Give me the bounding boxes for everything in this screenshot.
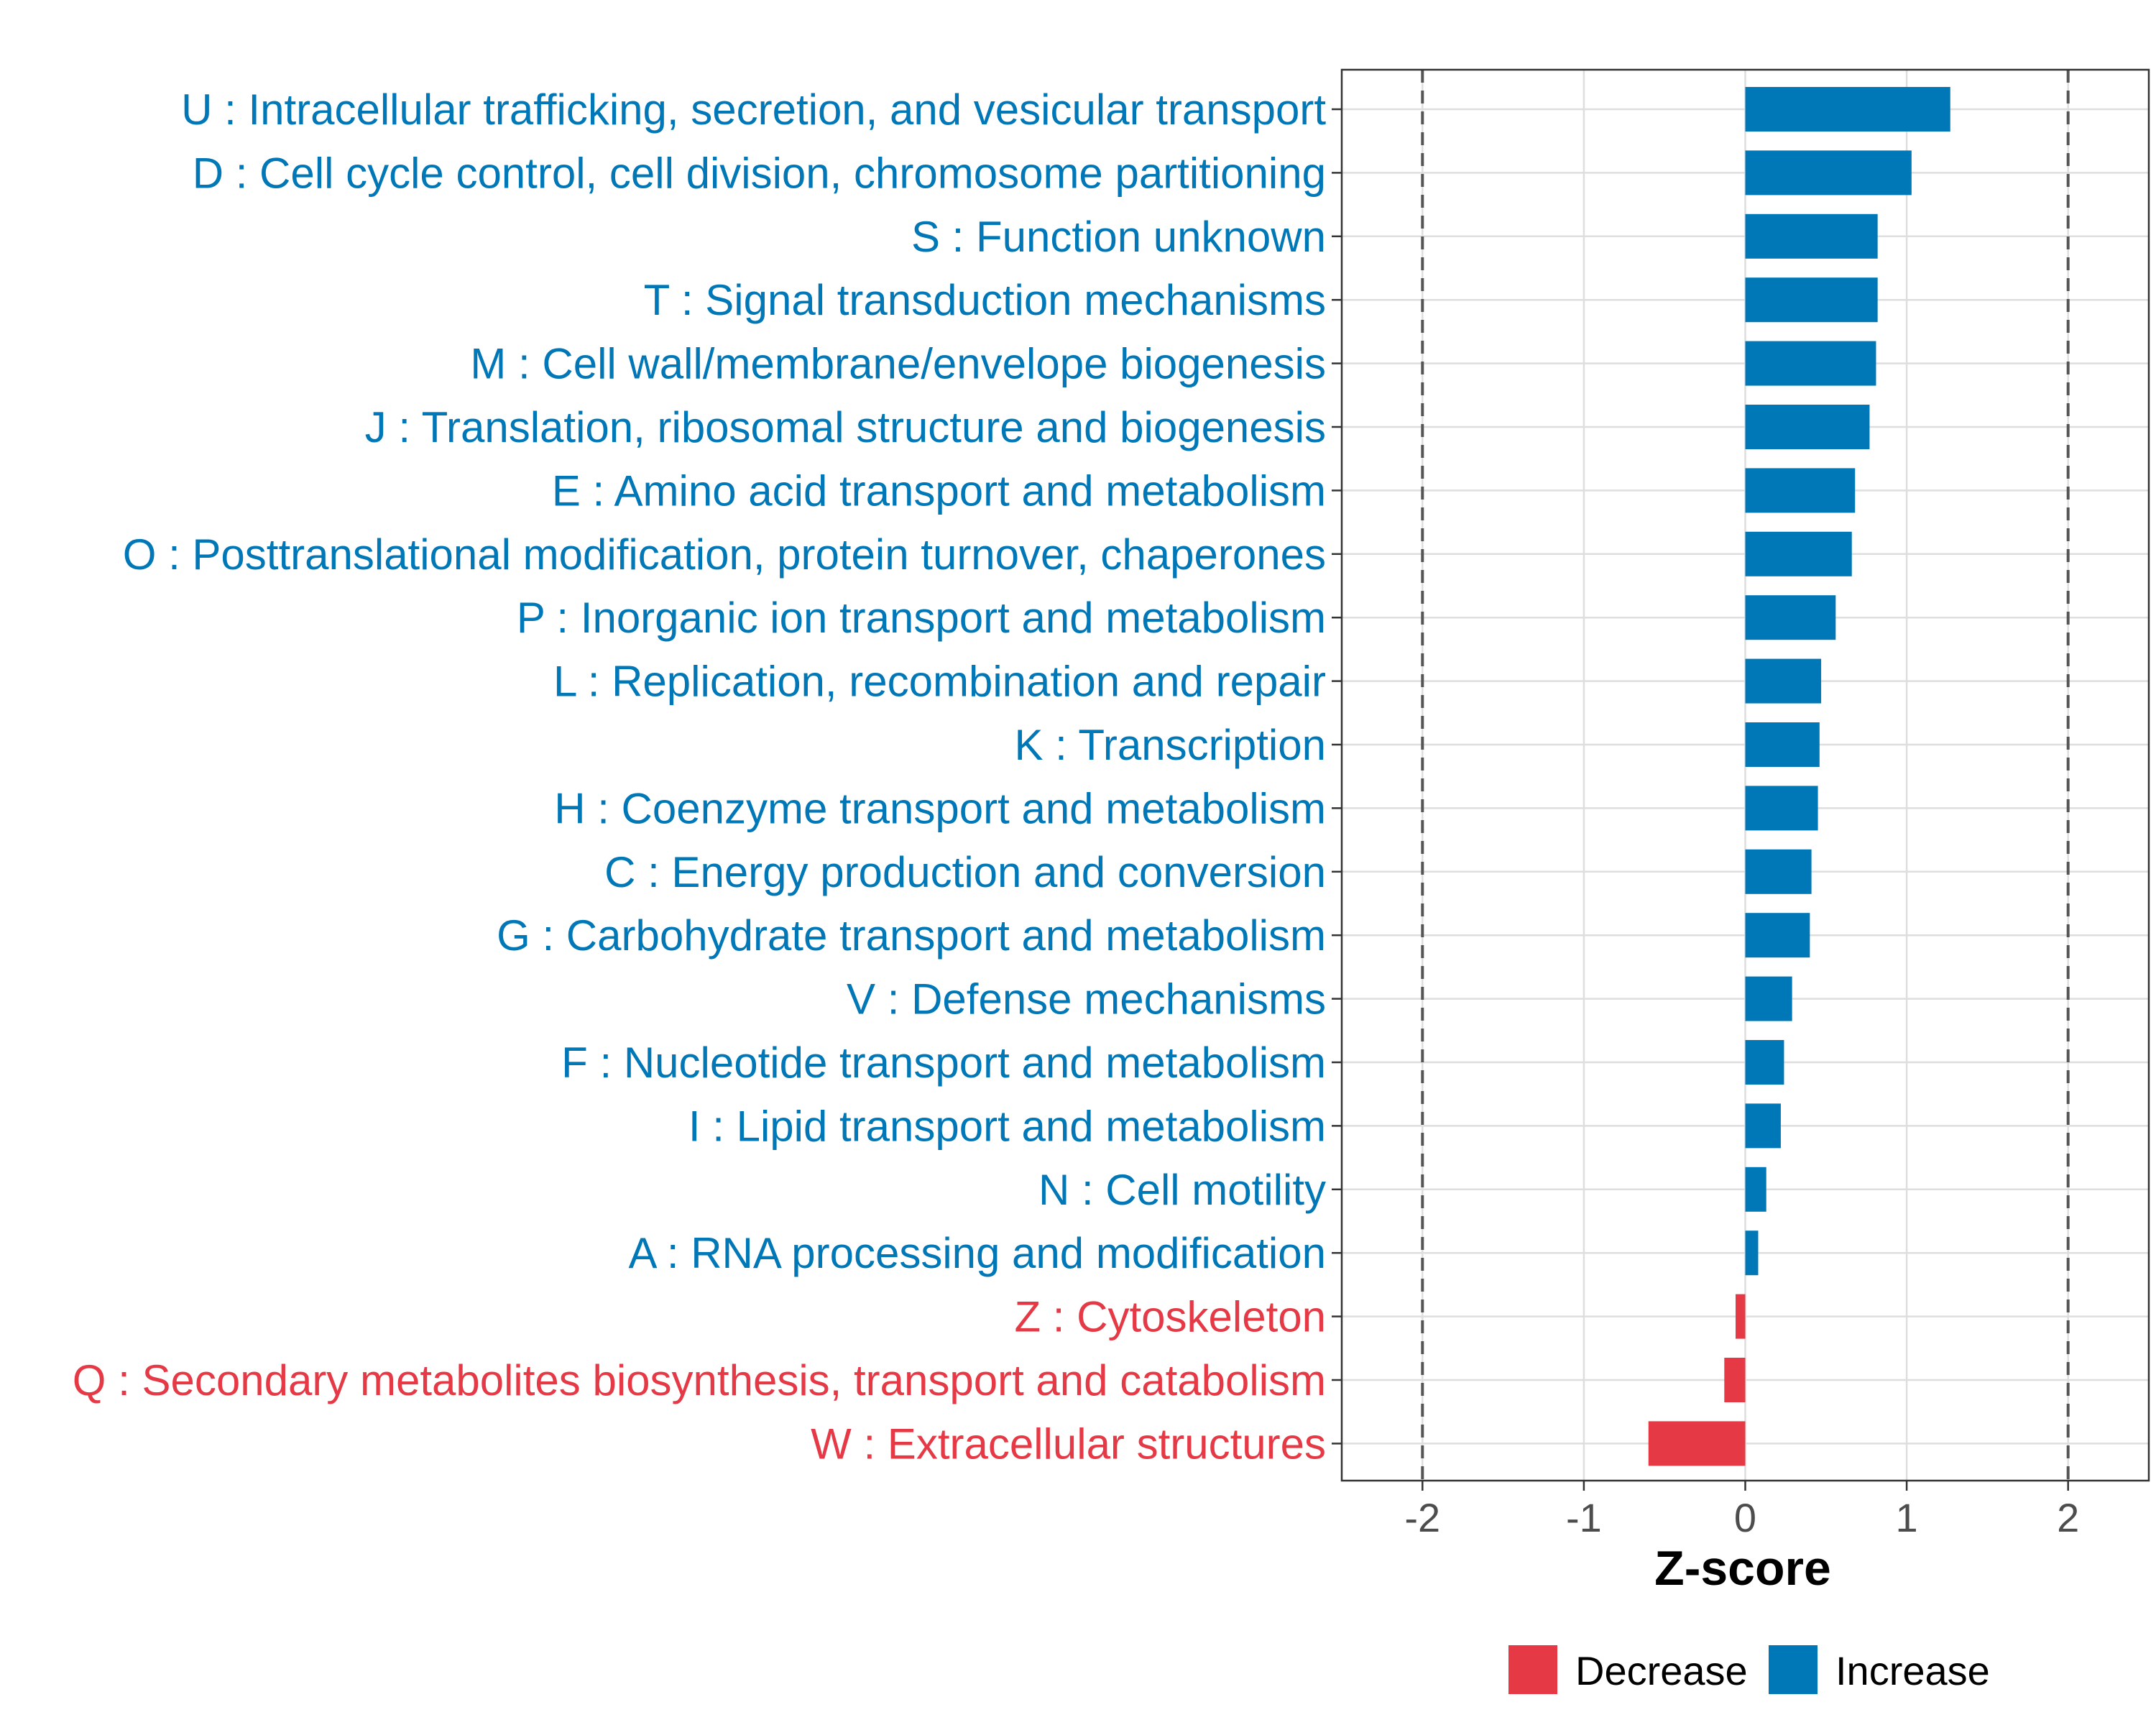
x-tick-label: -1 — [1566, 1495, 1602, 1540]
category-label: M : Cell wall/membrane/envelope biogenes… — [470, 340, 1326, 388]
bar — [1745, 786, 1818, 831]
x-tick-labels: -2 -1 0 1 2 — [1404, 1495, 2079, 1540]
category-label: W : Extracellular structures — [811, 1420, 1326, 1468]
category-label: O : Posttranslational modification, prot… — [123, 530, 1326, 579]
x-tick-label: 2 — [2057, 1495, 2079, 1540]
bar — [1745, 722, 1820, 767]
bar — [1745, 595, 1836, 640]
category-label: F : Nucleotide transport and metabolism — [561, 1039, 1326, 1087]
bar — [1745, 277, 1878, 323]
bar — [1736, 1294, 1746, 1339]
reference-lines — [1421, 70, 2070, 1481]
category-label: D : Cell cycle control, cell division, c… — [193, 149, 1326, 197]
category-label: H : Coenzyme transport and metabolism — [554, 784, 1326, 832]
bar — [1745, 87, 1950, 132]
x-tick-label: 0 — [1734, 1495, 1756, 1540]
legend: Decrease Increase — [1508, 1645, 1990, 1694]
bar — [1724, 1358, 1746, 1402]
bar — [1745, 1230, 1759, 1276]
bars — [1648, 87, 1950, 1466]
bar — [1745, 213, 1878, 259]
bar — [1745, 1167, 1766, 1212]
category-label: T : Signal transduction mechanisms — [644, 276, 1326, 324]
legend-swatch-increase — [1769, 1645, 1818, 1694]
bar — [1745, 531, 1852, 576]
x-tick-label: -2 — [1404, 1495, 1440, 1540]
bar — [1745, 913, 1810, 958]
bar — [1745, 405, 1870, 449]
category-label: S : Function unknown — [911, 213, 1326, 261]
bar — [1745, 976, 1792, 1021]
bar — [1648, 1421, 1746, 1466]
category-label: C : Energy production and conversion — [604, 848, 1326, 896]
category-label: G : Carbohydrate transport and metabolis… — [497, 911, 1326, 960]
bar — [1745, 1103, 1781, 1149]
category-label: J : Translation, ribosomal structure and… — [365, 403, 1326, 451]
bar — [1745, 468, 1856, 513]
legend-label-decrease: Decrease — [1575, 1648, 1748, 1693]
category-label: V : Defense mechanisms — [847, 975, 1326, 1024]
category-label: E : Amino acid transport and metabolism — [552, 466, 1326, 515]
category-label: P : Inorganic ion transport and metaboli… — [517, 594, 1326, 642]
bar — [1745, 849, 1812, 894]
category-label: N : Cell motility — [1038, 1166, 1326, 1214]
category-label: Q : Secondary metabolites biosynthesis, … — [73, 1356, 1326, 1404]
bar — [1745, 1040, 1784, 1085]
bar — [1745, 658, 1822, 704]
category-labels: U : Intracellular trafficking, secretion… — [73, 86, 1327, 1468]
category-label: L : Replication, recombination and repai… — [553, 658, 1326, 706]
x-axis-title: Z-score — [1654, 1541, 1831, 1596]
legend-swatch-decrease — [1508, 1645, 1557, 1694]
bar — [1745, 150, 1912, 196]
bar — [1745, 341, 1876, 386]
x-tick-label: 1 — [1896, 1495, 1918, 1540]
legend-label-increase: Increase — [1835, 1648, 1990, 1693]
category-label: U : Intracellular trafficking, secretion… — [181, 86, 1326, 134]
category-label: Z : Cytoskeleton — [1014, 1293, 1326, 1341]
axis-ticks — [1332, 108, 2069, 1491]
category-label: K : Transcription — [1014, 721, 1326, 769]
category-label: I : Lipid transport and metabolism — [688, 1102, 1326, 1150]
category-label: A : RNA processing and modification — [628, 1229, 1326, 1277]
